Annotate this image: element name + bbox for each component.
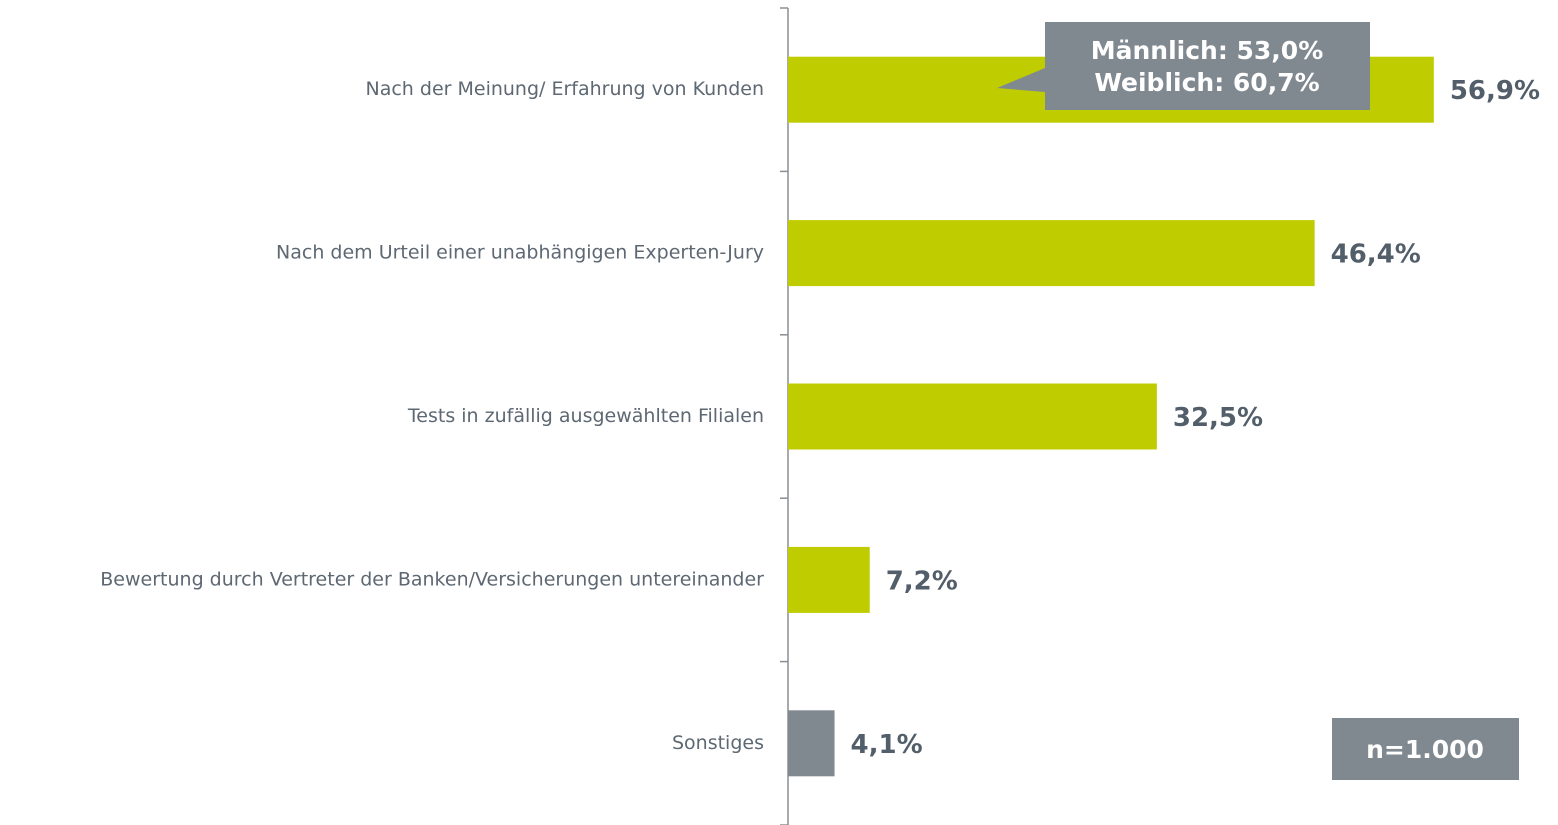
category-label: Tests in zufällig ausgewählten Filialen	[407, 405, 764, 427]
value-label: 56,9%	[1450, 76, 1540, 106]
value-label: 46,4%	[1331, 240, 1421, 270]
value-label: 4,1%	[851, 730, 923, 760]
sample-size: n=1.000	[1366, 735, 1484, 764]
bars: Nach der Meinung/ Erfahrung von Kunden 56…	[100, 7, 1540, 825]
category-label: Bewertung durch Vertreter der Banken/Ver…	[100, 568, 764, 590]
bar	[788, 383, 1157, 450]
category-label: Sonstiges	[672, 732, 764, 754]
annotation: Männlich: 53,0%	[1091, 36, 1324, 65]
value-label: 7,2%	[886, 566, 958, 596]
callout-pointer	[997, 68, 1045, 92]
sample-size-box	[1332, 718, 1519, 780]
bar	[788, 546, 870, 613]
category-label: Nach dem Urteil einer unabhängigen Exper…	[276, 242, 764, 264]
value-label: 32,5%	[1173, 403, 1263, 433]
category-label: Nach der Meinung/ Erfahrung von Kunden	[366, 78, 765, 100]
callout-box	[1045, 22, 1370, 110]
bar	[788, 710, 835, 777]
annotation: Weiblich: 60,7%	[1094, 68, 1319, 97]
bar	[788, 220, 1315, 287]
